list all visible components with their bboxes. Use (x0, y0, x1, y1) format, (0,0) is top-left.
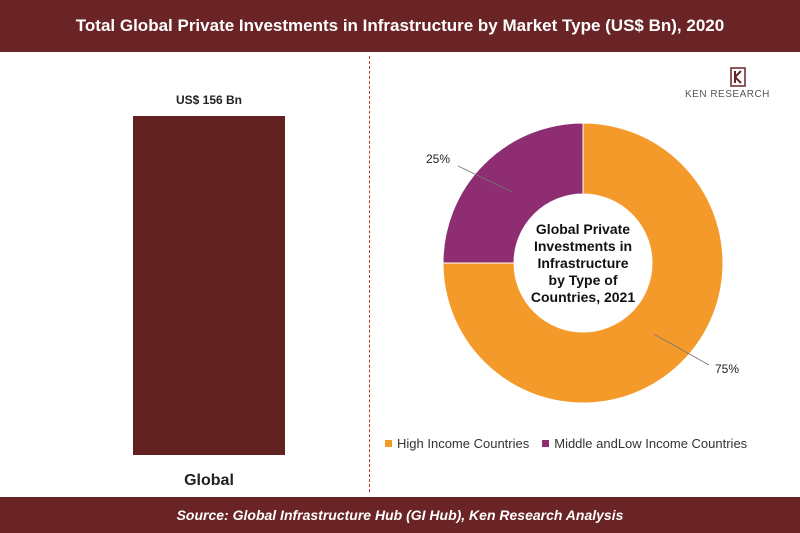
source-note: Source: Global Infrastructure Hub (GI Hu… (0, 497, 800, 533)
donut-data-label: 75% (715, 362, 739, 376)
legend-item-high-income: High Income Countries (385, 436, 529, 451)
bar-global (133, 116, 285, 455)
chart-title: Total Global Private Investments in Infr… (0, 0, 800, 52)
bar-category-label: Global (184, 472, 234, 489)
legend-label: High Income Countries (397, 436, 530, 451)
donut-center-label: Infrastructure (537, 255, 628, 271)
legend-item-middle-low-income: Middle andLow Income Countries (542, 436, 747, 451)
donut-center-label: Countries, 2021 (531, 289, 635, 305)
ken-research-logo: KEN RESEARCH (685, 66, 769, 102)
logo-text: KEN RESEARCH (685, 89, 770, 100)
donut-center-label: by Type of (549, 272, 618, 288)
donut-center-label: Investments in (534, 238, 632, 254)
leader-line (457, 165, 512, 193)
legend-swatch (385, 440, 392, 447)
logo-mark-icon (730, 67, 746, 87)
bar-data-label: US$ 156 Bn (176, 93, 242, 107)
donut-slice-2 (442, 122, 584, 264)
panel-divider (369, 56, 370, 492)
legend-label: Middle andLow Income Countries (554, 436, 748, 451)
donut-legend: High Income Countries Middle andLow Inco… (385, 436, 760, 451)
donut-center-label: Global Private (536, 221, 630, 237)
legend-swatch (542, 440, 550, 447)
donut-slice-1 (442, 122, 724, 404)
donut-data-label: 25% (426, 152, 450, 166)
leader-line (654, 333, 710, 366)
